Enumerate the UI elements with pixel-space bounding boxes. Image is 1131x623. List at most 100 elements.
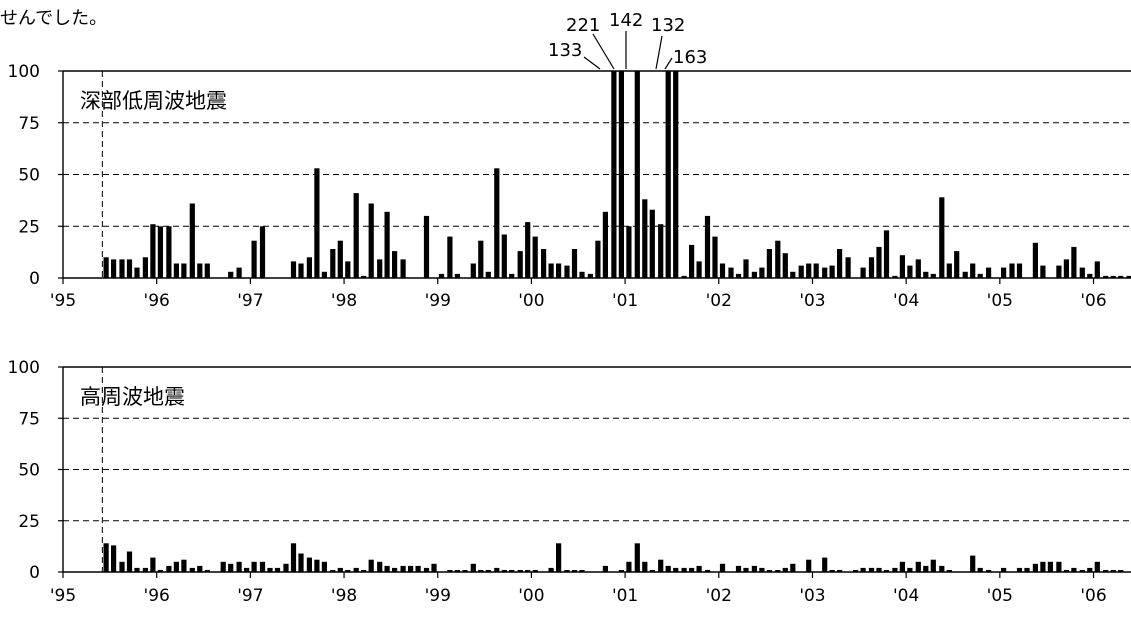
chart1-bar — [197, 264, 202, 279]
chart1-bar — [119, 259, 124, 278]
chart1-bar — [494, 168, 499, 278]
chart1-bar — [369, 204, 374, 279]
chart1-x-tick-label: '99 — [425, 291, 451, 311]
chart1-bar — [533, 237, 538, 278]
chart1-bar — [837, 249, 842, 278]
chart1-bar — [712, 237, 717, 278]
chart2-bar — [916, 562, 921, 572]
chart1-bar — [947, 264, 952, 279]
chart1-bar — [385, 212, 390, 278]
chart1-bar — [775, 241, 780, 278]
chart1-annotation-label: 132 — [651, 15, 685, 36]
chart1-bar — [1040, 266, 1045, 278]
chart1-x-tick-label: '01 — [612, 291, 638, 311]
chart2-bar — [658, 560, 663, 572]
chart1-bar — [728, 268, 733, 278]
chart2-bar — [291, 543, 296, 572]
chart2-bar — [283, 564, 288, 572]
chart1-bar — [104, 257, 109, 278]
chart1-annotation-label: 163 — [673, 47, 707, 68]
chart1-bar — [190, 204, 195, 279]
chart1-bar — [1009, 264, 1014, 279]
chart1-bar — [1095, 261, 1100, 278]
chart1-bar — [471, 264, 476, 279]
chart1-annotation-leader — [584, 57, 600, 69]
chart2-x-tick-label: '97 — [237, 586, 263, 606]
chart2-x-tick-label: '99 — [425, 586, 451, 606]
chart2-bar — [369, 560, 374, 572]
chart2-y-tick-label: 100 — [8, 358, 40, 378]
chart1-bar — [619, 71, 624, 278]
chart1-bar — [752, 272, 757, 278]
chart2-bar — [720, 564, 725, 572]
chart1-bar — [330, 249, 335, 278]
chart1-bar — [705, 216, 710, 278]
chart1-bar — [1056, 266, 1061, 278]
chart1-bar — [486, 272, 491, 278]
chart1-x-tick-label: '97 — [237, 291, 263, 311]
chart1-y-tick-label: 50 — [18, 166, 40, 186]
chart1-bar — [658, 224, 663, 278]
chart1-bar — [689, 245, 694, 278]
chart1-x-tick-label: '98 — [331, 291, 357, 311]
chart1-annotation-leader — [593, 34, 614, 69]
chart1-bar — [127, 259, 132, 278]
chart2-bar — [626, 562, 631, 572]
chart1-x-tick-label: '04 — [893, 291, 919, 311]
chart1-y-tick-label: 100 — [8, 62, 40, 82]
chart2-bar — [408, 566, 413, 572]
chart2-y-tick-label: 25 — [18, 512, 40, 532]
chart1-annotation-leader — [665, 58, 672, 69]
chart1-bar — [650, 210, 655, 278]
chart2-bar — [166, 566, 171, 572]
chart2-bar — [322, 562, 327, 572]
chart1-bar — [673, 71, 678, 278]
chart1-bar — [666, 71, 671, 278]
chart1-bar — [354, 193, 359, 278]
chart1-bar — [986, 268, 991, 278]
chart1-bar — [424, 216, 429, 278]
chart2-bar — [111, 545, 116, 572]
chart1-bar — [1064, 259, 1069, 278]
chart2-x-tick-label: '03 — [799, 586, 825, 606]
chart2-bar — [642, 562, 647, 572]
chart1-bar — [814, 264, 819, 279]
chart1-bar — [478, 241, 483, 278]
chart1-bar — [635, 71, 640, 278]
chart1-bar — [790, 272, 795, 278]
chart2-y-tick-label: 50 — [18, 461, 40, 481]
chart1-bar — [158, 226, 163, 278]
chart2-bar — [736, 566, 741, 572]
chart1-bar — [1071, 247, 1076, 278]
chart2-bar — [104, 543, 109, 572]
chart1-bar — [298, 264, 303, 279]
chart1-bar — [767, 249, 772, 278]
chart2-x-tick-label: '95 — [50, 586, 76, 606]
chart2-bar — [401, 566, 406, 572]
chart2-bar — [697, 566, 702, 572]
chart1-bar — [642, 199, 647, 278]
chart1-bar — [134, 268, 139, 278]
chart1-bar — [447, 237, 452, 278]
header-text: せんでした。 — [0, 4, 107, 30]
chart2-bar — [431, 564, 436, 572]
chart1-bar — [916, 259, 921, 278]
chart1-bar — [314, 168, 319, 278]
chart1-bar — [743, 259, 748, 278]
chart1-bar — [572, 249, 577, 278]
chart1-x-tick-label: '96 — [144, 291, 170, 311]
chart1-x-tick-label: '06 — [1080, 291, 1106, 311]
chart2-bar — [385, 566, 390, 572]
chart1-annotation-label: 221 — [566, 15, 600, 36]
chart2-bar — [635, 543, 640, 572]
chart1-bar — [1017, 264, 1022, 279]
chart1-bar — [322, 272, 327, 278]
chart1-bar — [338, 241, 343, 278]
chart1-bar — [174, 264, 179, 279]
chart2-bar — [298, 554, 303, 573]
chart2-x-tick-label: '06 — [1080, 586, 1106, 606]
chart2-bar — [237, 562, 242, 572]
chart1-bar — [166, 226, 171, 278]
chart2-bar — [181, 560, 186, 572]
chart2-x-tick-label: '00 — [518, 586, 544, 606]
